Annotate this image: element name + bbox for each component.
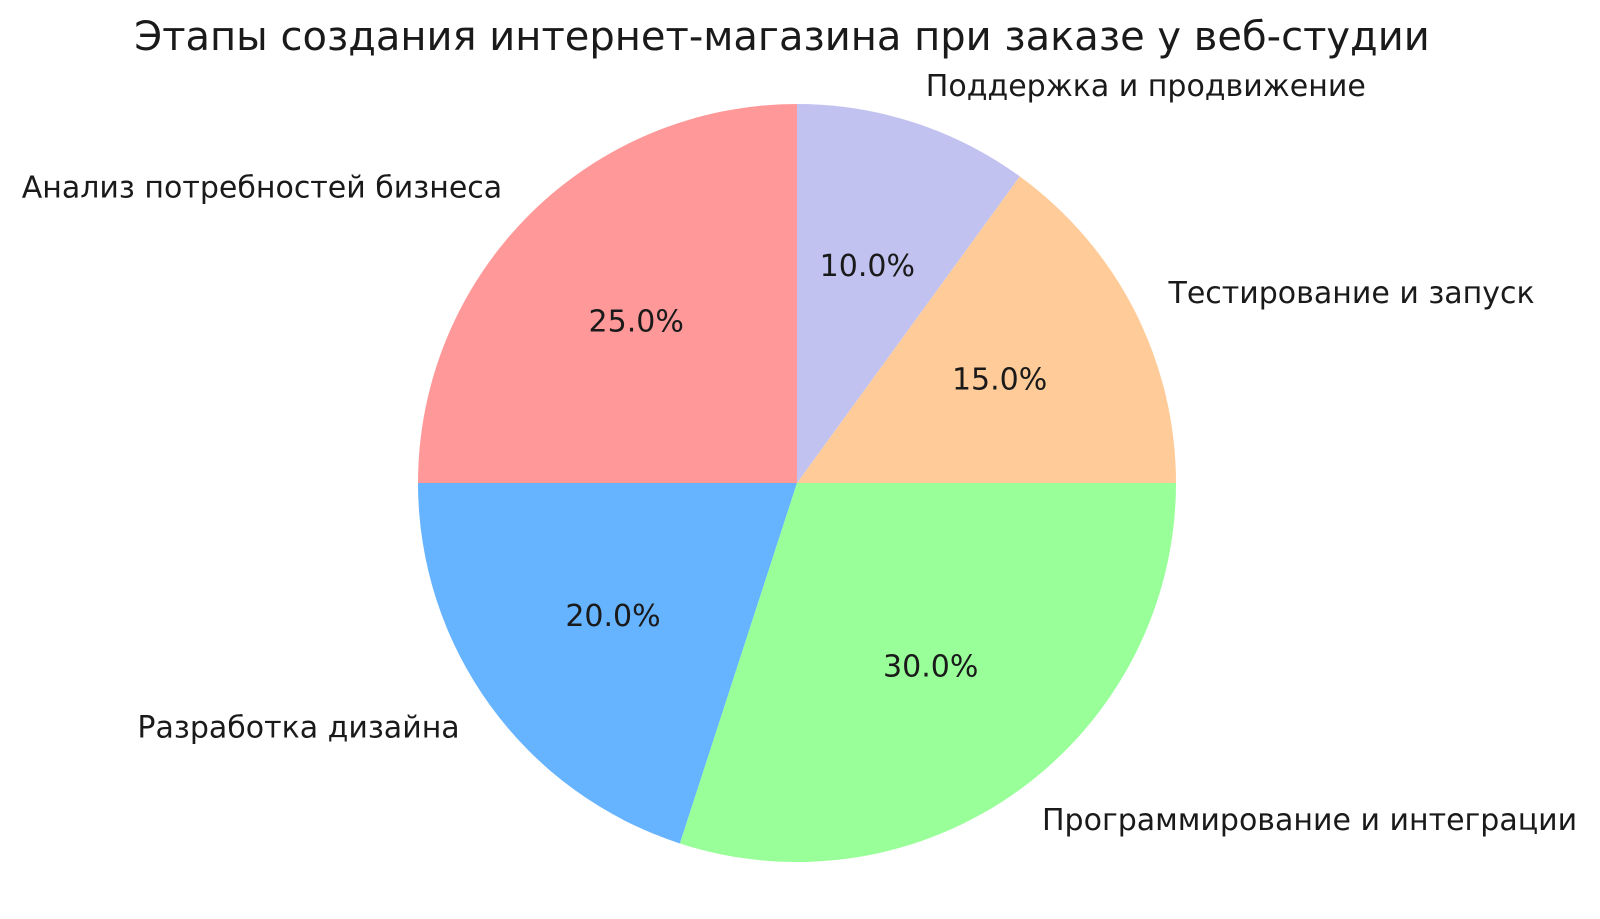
slice-category-label-2: Разработка дизайна — [137, 711, 459, 746]
slice-category-label-4: Тестирование и запуск — [1168, 276, 1535, 311]
pie-slice-2 — [418, 483, 797, 844]
slice-percent-label-2: 20.0% — [565, 599, 660, 634]
pie-slice-1 — [418, 104, 797, 483]
slice-category-label-3: Программирование и интеграции — [1042, 803, 1577, 838]
slice-percent-label-1: 25.0% — [589, 305, 684, 340]
pie-slice-5 — [797, 104, 1020, 483]
chart-title: Этапы создания интернет-магазина при зак… — [134, 14, 1430, 60]
slice-percent-label-4: 15.0% — [952, 362, 1047, 397]
pie-slice-3 — [679, 483, 1176, 863]
pie-slice-4 — [797, 176, 1176, 483]
slice-category-label-5: Поддержка и продвижение — [926, 69, 1366, 104]
slice-category-label-1: Анализ потребностей бизнеса — [22, 171, 502, 206]
slice-percent-label-5: 10.0% — [820, 249, 915, 284]
slice-percent-label-3: 30.0% — [883, 650, 978, 685]
